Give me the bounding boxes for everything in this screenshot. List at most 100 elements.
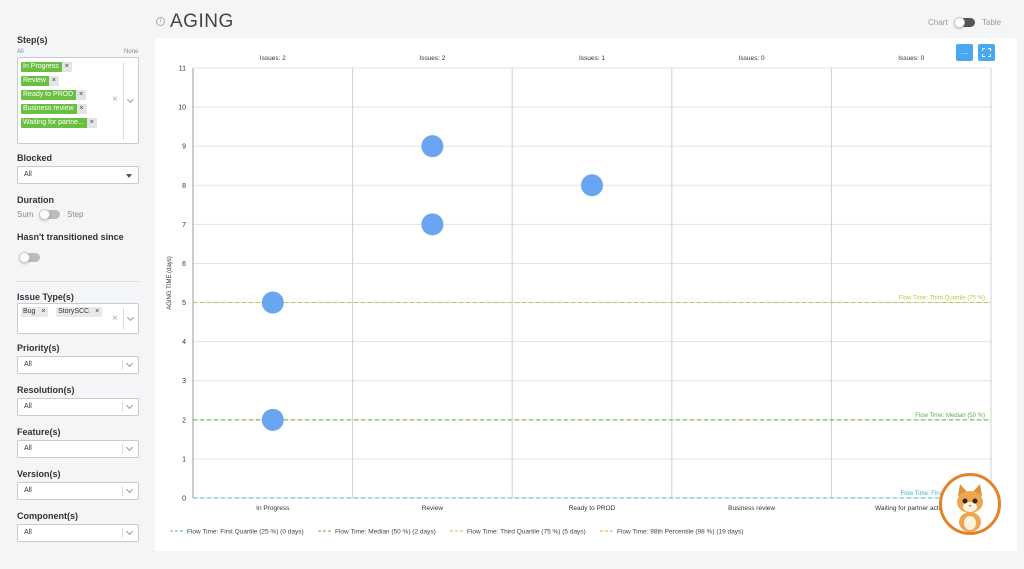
divider [122,528,123,538]
issue-count-label: Issues: 1 [579,55,605,62]
mascot-cat-avatar[interactable] [939,473,1001,535]
feature-label: Feature(s) [17,427,61,437]
x-tick-label: Waiting for partner action [875,505,948,512]
version-select[interactable]: All [17,482,139,500]
duration-step-label: Step [67,210,84,219]
duration-label: Duration [17,195,54,205]
chart-view-label: Chart [928,18,948,27]
collapse-button[interactable]: ... [956,44,973,61]
step-tag: In Progress × [21,62,72,72]
resolution-label: Resolution(s) [17,385,75,395]
y-tick-label: 9 [182,144,186,151]
chevron-down-icon[interactable] [126,95,135,104]
remove-tag-icon[interactable]: × [86,118,97,128]
hasnt-transitioned-toggle[interactable] [19,252,40,263]
hasnt-transitioned-label: Hasn't transitioned since [17,232,124,242]
resolution-value: All [24,403,32,410]
issue-count-label: Issues: 2 [419,55,445,62]
divider [123,308,124,330]
y-tick-label: 7 [182,222,186,229]
data-points [261,135,603,431]
filter-sidebar: Step(s) All None In Progress × Review × Re… [0,0,150,569]
feature-value: All [24,445,32,452]
priority-select[interactable]: All [17,356,139,374]
duration-toggle[interactable] [39,209,60,220]
legend-item-label: Flow Time: First Quartile (25 %) (0 days… [187,529,304,536]
chevron-down-icon [125,401,134,410]
priority-label: Priority(s) [17,343,60,353]
info-icon[interactable]: i [156,17,165,26]
step-tag-label: Review [23,77,46,84]
legend-item-label: Flow Time: Third Quartile (75 %) (5 days… [467,529,586,536]
step-tag: Review × [21,76,59,86]
chart-table-toggle[interactable] [954,17,975,28]
steps-multiselect[interactable]: In Progress × Review × Ready to PROD × Busi… [17,57,139,144]
clear-icon[interactable]: × [112,313,118,324]
step-tag: Business review × [21,104,87,114]
y-tick-label: 10 [178,105,186,112]
remove-tag-icon[interactable]: × [48,76,59,86]
issue-type-tag-label: Bug [23,308,36,315]
priority-value: All [24,361,32,368]
divider [123,62,124,140]
issue-type-tag: Bug × [21,307,49,317]
issue-types-multiselect[interactable]: Bug × StorySCC × × [17,303,139,334]
cat-icon [957,484,983,532]
version-label: Version(s) [17,469,61,479]
toggle-knob [39,209,50,220]
select-none-link[interactable]: None [124,49,139,55]
y-tick-label: 8 [182,183,186,190]
data-point [261,291,284,314]
step-tag-label: Waiting for partne... [23,119,84,126]
clear-icon[interactable]: × [112,94,118,105]
component-select[interactable]: All [17,524,139,542]
divider [122,444,123,454]
chart-grid [192,67,992,499]
reference-lines: Flow Time: Third Quartile (75 %) Flow Tim… [193,296,991,499]
blocked-select[interactable]: All [17,166,139,184]
reference-line-label: Flow Time: Median (50 %) [915,413,985,419]
x-tick-label: Review [422,505,444,512]
chart-labels: 0 1 2 3 4 5 6 7 8 9 10 11 Issues: 2 In Progress Issues… [167,55,948,512]
x-tick-label: Ready to PROD [569,505,616,512]
remove-tag-icon[interactable]: × [92,307,103,317]
issue-count-label: Issues: 0 [739,55,765,62]
fullscreen-button[interactable] [978,44,995,61]
y-tick-label: 6 [182,261,186,268]
feature-select[interactable]: All [17,440,139,458]
y-axis-label: AGING TIME (days) [167,256,173,310]
aging-chart: Flow Time: Third Quartile (75 %) Flow Tim… [167,55,992,536]
remove-tag-icon[interactable]: × [76,104,87,114]
legend-item-label: Flow Time: 98th Percentile (98 %) (19 da… [617,529,743,536]
step-tag-label: Ready to PROD [23,91,74,98]
divider [17,281,139,282]
data-point [261,408,284,431]
duration-sum-label: Sum [17,210,34,219]
y-tick-label: 3 [182,378,186,385]
issue-types-label: Issue Type(s) [17,292,74,302]
data-point [421,135,444,158]
y-tick-label: 5 [182,300,186,307]
data-point [421,213,444,236]
y-tick-label: 2 [182,417,186,424]
data-point [581,174,603,197]
select-all-link[interactable]: All [17,49,24,55]
resolution-select[interactable]: All [17,398,139,416]
x-tick-label: In Progress [256,505,290,512]
version-value: All [24,487,32,494]
page-title: AGING [170,11,234,32]
step-tag-label: In Progress [23,63,59,70]
chevron-down-icon[interactable] [126,313,135,322]
remove-tag-icon[interactable]: × [38,307,49,317]
remove-tag-icon[interactable]: × [76,90,87,100]
issue-count-label: Issues: 2 [260,55,286,62]
chart-panel: ... Flow Time: Third Quartile (75 %) Flow… [155,38,1017,551]
remove-tag-icon[interactable]: × [61,62,72,72]
chevron-down-icon [125,359,134,368]
issue-count-label: Issues: 0 [898,55,924,62]
step-tag-label: Business review [23,105,74,112]
toggle-knob [954,17,965,28]
issue-type-tag-label: StorySCC [58,308,90,315]
chevron-down-icon [125,485,134,494]
divider [122,360,123,370]
